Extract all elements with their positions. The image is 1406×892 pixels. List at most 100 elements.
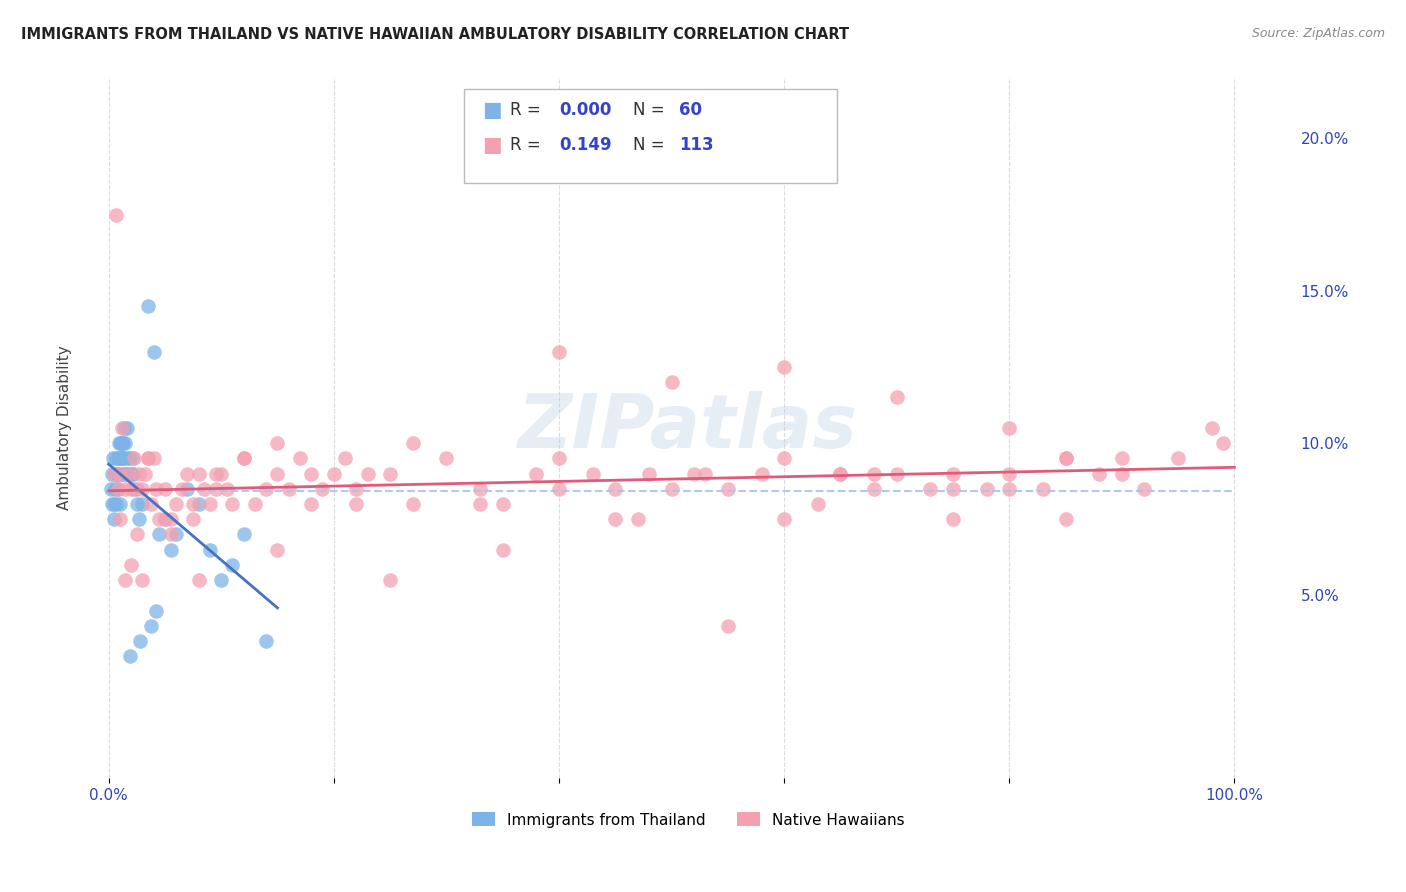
Point: [311, 482, 333, 496]
Point: [232, 527, 254, 541]
Text: R =: R =: [510, 136, 551, 154]
Point: [1133, 482, 1156, 496]
Point: [125, 497, 148, 511]
Point: [491, 497, 513, 511]
Point: [129, 634, 152, 648]
Point: [107, 436, 129, 450]
Point: [103, 497, 125, 511]
Text: Source: ZipAtlas.com: Source: ZipAtlas.com: [1251, 27, 1385, 40]
Point: [1088, 467, 1111, 481]
Point: [141, 619, 163, 633]
Point: [751, 467, 773, 481]
Point: [103, 467, 125, 481]
Point: [1054, 451, 1077, 466]
Point: [141, 497, 163, 511]
Point: [131, 573, 153, 587]
Point: [112, 436, 135, 450]
Legend: Immigrants from Thailand, Native Hawaiians: Immigrants from Thailand, Native Hawaiia…: [467, 806, 911, 834]
Point: [548, 482, 571, 496]
Point: [254, 482, 277, 496]
Point: [124, 482, 146, 496]
Point: [468, 497, 491, 511]
Point: [863, 482, 886, 496]
Point: [101, 497, 124, 511]
Text: 113: 113: [679, 136, 714, 154]
Point: [627, 512, 650, 526]
Point: [434, 451, 457, 466]
Point: [266, 542, 288, 557]
Point: [198, 542, 221, 557]
Point: [266, 436, 288, 450]
Point: [266, 467, 288, 481]
Point: [114, 436, 136, 450]
Text: 0.149: 0.149: [560, 136, 612, 154]
Point: [605, 482, 627, 496]
Point: [1111, 467, 1133, 481]
Point: [344, 482, 367, 496]
Point: [118, 467, 141, 481]
Point: [148, 527, 170, 541]
Point: [105, 208, 128, 222]
Point: [401, 436, 423, 450]
Point: [1212, 436, 1234, 450]
Point: [117, 451, 139, 466]
Point: [243, 497, 266, 511]
Point: [181, 512, 204, 526]
Point: [131, 482, 153, 496]
Point: [108, 451, 131, 466]
Y-axis label: Ambulatory Disability: Ambulatory Disability: [58, 345, 72, 510]
Point: [254, 634, 277, 648]
Point: [107, 482, 129, 496]
Point: [204, 482, 226, 496]
Point: [582, 467, 605, 481]
Point: [118, 451, 141, 466]
Point: [100, 482, 122, 496]
Point: [114, 482, 136, 496]
Point: [110, 436, 132, 450]
Point: [115, 467, 138, 481]
Point: [105, 497, 128, 511]
Point: [232, 451, 254, 466]
Point: [108, 467, 131, 481]
Text: ■: ■: [482, 136, 502, 155]
Point: [204, 467, 226, 481]
Point: [232, 451, 254, 466]
Point: [830, 467, 852, 481]
Point: [333, 451, 356, 466]
Point: [159, 527, 181, 541]
Point: [128, 512, 150, 526]
Point: [159, 512, 181, 526]
Point: [187, 497, 209, 511]
Point: [105, 467, 128, 481]
Point: [221, 497, 243, 511]
Point: [548, 344, 571, 359]
Point: [773, 512, 796, 526]
Point: [1054, 512, 1077, 526]
Point: [717, 482, 740, 496]
Point: [976, 482, 998, 496]
Point: [170, 482, 193, 496]
Point: [165, 527, 187, 541]
Point: [998, 421, 1021, 435]
Text: 60: 60: [679, 101, 702, 119]
Point: [145, 482, 167, 496]
Point: [356, 467, 378, 481]
Point: [101, 467, 124, 481]
Point: [115, 421, 138, 435]
Point: [863, 467, 886, 481]
Point: [131, 497, 153, 511]
Text: N =: N =: [633, 136, 669, 154]
Point: [103, 512, 125, 526]
Point: [209, 467, 232, 481]
Point: [526, 467, 548, 481]
Point: [187, 467, 209, 481]
Point: [136, 451, 159, 466]
Point: [998, 467, 1021, 481]
Point: [122, 467, 145, 481]
Point: [288, 451, 311, 466]
Point: [104, 482, 127, 496]
Point: [153, 482, 176, 496]
Point: [142, 451, 165, 466]
Point: [108, 436, 131, 450]
Point: [215, 482, 238, 496]
